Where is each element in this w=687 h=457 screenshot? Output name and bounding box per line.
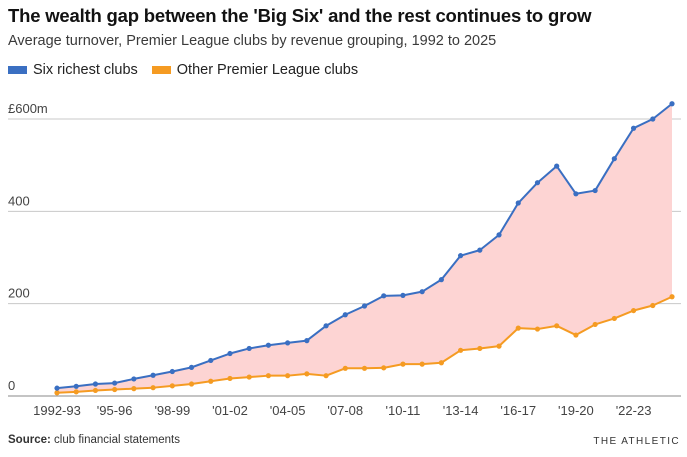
data-point-others-2000-01 — [208, 378, 214, 384]
data-point-big-six-1994-95 — [92, 381, 99, 387]
data-point-others-2022-23 — [630, 307, 637, 314]
data-point-others-2019-20 — [573, 332, 579, 338]
data-point-big-six-2009-10 — [381, 293, 387, 299]
data-point-others-2020-21 — [592, 321, 598, 328]
data-point-big-six-1999-00 — [188, 364, 195, 370]
data-point-big-six-2002-03 — [246, 345, 252, 352]
tick-label-layer: 0 200 400 £600m 1992-93 '95-96 '98-99 '01-02 '04… — [8, 101, 651, 418]
data-point-big-six-2003-04 — [265, 342, 272, 348]
legend-item-big-six: Six richest clubs — [8, 62, 138, 78]
data-point-big-six-2007-08 — [342, 312, 348, 318]
data-point-big-six-2011-12 — [419, 289, 425, 295]
data-point-others-1992-93 — [54, 390, 60, 396]
point-layer — [54, 101, 675, 396]
data-point-big-six-1992-93 — [54, 385, 60, 391]
data-point-big-six-2000-01 — [208, 357, 214, 364]
data-point-others-2014-15 — [477, 345, 483, 352]
data-point-big-six-1996-97 — [131, 376, 137, 382]
source-label: Source: — [8, 434, 51, 446]
legend-label-big-six: Six richest clubs — [33, 62, 138, 78]
chart-subtitle: Average turnover, Premier League clubs b… — [8, 33, 497, 49]
x-tick-label-1998-99: '98-99 — [154, 403, 190, 418]
source-note: Source: club financial statements — [8, 434, 180, 446]
data-point-big-six-1993-94 — [73, 383, 79, 389]
x-tick-label-2022-23: '22-23 — [616, 403, 652, 418]
x-tick-label-2004-05: '04-05 — [270, 403, 306, 418]
y-tick-label-600: £600m — [8, 101, 48, 116]
data-point-big-six-2016-17 — [515, 200, 521, 206]
data-point-others-2001-02 — [227, 375, 233, 382]
data-point-big-six-2021-22 — [611, 156, 617, 162]
data-point-big-six-2024-25 — [669, 101, 675, 107]
data-point-big-six-2005-06 — [304, 338, 310, 344]
gap-area — [57, 103, 672, 393]
data-point-others-1993-94 — [73, 389, 79, 395]
x-tick-label-2013-14: '13-14 — [443, 403, 479, 418]
x-tick-label-2016-17: '16-17 — [500, 403, 536, 418]
legend-swatch-big-six — [8, 66, 27, 74]
data-point-others-1998-99 — [169, 383, 175, 389]
x-tick-label-1995-96: '95-96 — [97, 403, 133, 418]
data-point-big-six-2012-13 — [438, 277, 444, 283]
data-point-others-2011-12 — [419, 361, 425, 367]
data-point-others-2023-24 — [650, 302, 656, 309]
data-point-others-2008-09 — [361, 365, 368, 371]
data-point-others-1999-00 — [188, 381, 195, 387]
data-point-others-1995-96 — [112, 386, 118, 393]
x-tick-label-2001-02: '01-02 — [212, 403, 248, 418]
data-point-big-six-2013-14 — [457, 253, 464, 259]
data-point-big-six-1998-99 — [169, 368, 175, 375]
data-point-big-six-1997-98 — [150, 372, 156, 378]
data-point-big-six-2008-09 — [361, 303, 368, 309]
y-tick-label-0: 0 — [8, 378, 15, 393]
data-point-others-2002-03 — [246, 374, 252, 380]
chart-title: The wealth gap between the 'Big Six' and… — [8, 5, 592, 26]
data-point-big-six-2015-16 — [496, 232, 502, 238]
x-tick-label-1992-93: 1992-93 — [33, 403, 81, 418]
data-point-big-six-2019-20 — [573, 191, 579, 197]
y-tick-label-200: 200 — [8, 286, 30, 301]
brand-logo: THE ATHLETIC — [593, 436, 680, 447]
legend-swatch-others — [151, 66, 171, 74]
data-point-others-1994-95 — [92, 387, 99, 394]
data-point-others-2005-06 — [304, 371, 310, 377]
data-point-others-2021-22 — [611, 315, 617, 322]
data-point-others-2004-05 — [285, 373, 291, 379]
data-point-big-six-2022-23 — [630, 125, 637, 131]
data-point-others-2003-04 — [265, 373, 272, 379]
data-point-others-2012-13 — [438, 360, 444, 366]
data-point-big-six-2014-15 — [477, 247, 483, 253]
data-point-others-1996-97 — [131, 386, 137, 392]
x-tick-label-2019-20: '19-20 — [558, 403, 594, 418]
data-point-others-2006-07 — [323, 373, 329, 379]
data-point-others-2017-18 — [534, 326, 541, 332]
data-point-others-2009-10 — [381, 365, 387, 371]
legend-item-others: Other Premier League clubs — [151, 62, 359, 78]
data-point-big-six-2006-07 — [323, 323, 329, 329]
gap-area-layer — [57, 103, 672, 393]
x-tick-label-2010-11: '10-11 — [386, 403, 421, 418]
data-point-big-six-1995-96 — [112, 380, 118, 386]
data-point-others-2016-17 — [515, 325, 521, 331]
data-point-others-2010-11 — [400, 361, 406, 367]
data-point-others-2007-08 — [342, 365, 348, 371]
data-point-others-1997-98 — [150, 385, 156, 391]
data-point-big-six-2020-21 — [592, 187, 598, 194]
data-point-big-six-2004-05 — [285, 340, 291, 346]
data-point-big-six-2001-02 — [227, 350, 233, 357]
data-point-big-six-2017-18 — [534, 180, 541, 186]
data-point-others-2024-25 — [669, 294, 675, 300]
legend: Six richest clubs Other Premier League c… — [8, 60, 372, 80]
source-text: club financial statements — [54, 434, 180, 446]
y-tick-label-400: 400 — [8, 193, 30, 208]
data-point-big-six-2010-11 — [400, 292, 406, 298]
data-point-big-six-2023-24 — [650, 116, 656, 122]
data-point-big-six-2018-19 — [554, 163, 560, 169]
data-point-others-2018-19 — [554, 323, 560, 329]
x-tick-label-2007-08: '07-08 — [327, 403, 363, 418]
legend-label-others: Other Premier League clubs — [176, 62, 359, 78]
data-point-others-2013-14 — [457, 347, 464, 353]
data-point-others-2015-16 — [496, 343, 502, 349]
